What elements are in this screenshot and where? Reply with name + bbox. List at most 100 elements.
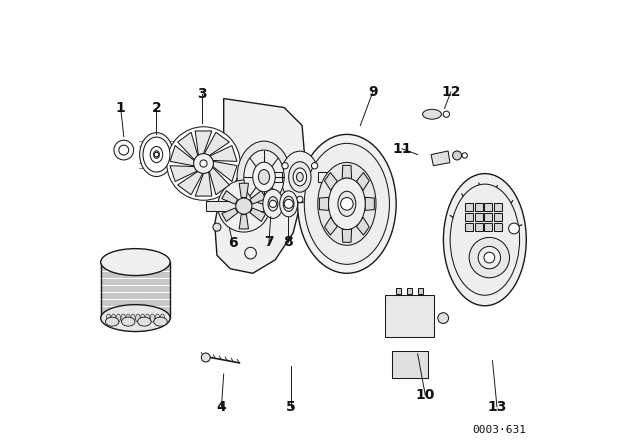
Text: 8: 8	[283, 235, 292, 249]
Polygon shape	[178, 172, 203, 195]
Polygon shape	[319, 197, 329, 211]
Circle shape	[484, 252, 495, 263]
Ellipse shape	[160, 314, 164, 322]
Polygon shape	[356, 217, 369, 235]
Ellipse shape	[154, 151, 159, 158]
Ellipse shape	[136, 314, 140, 322]
Circle shape	[236, 198, 252, 214]
Bar	[418, 288, 424, 294]
Text: 4: 4	[216, 400, 227, 414]
Ellipse shape	[268, 197, 278, 211]
Text: 3: 3	[197, 87, 207, 101]
Ellipse shape	[259, 169, 269, 185]
Polygon shape	[324, 217, 337, 235]
Ellipse shape	[121, 314, 125, 322]
Polygon shape	[250, 191, 266, 204]
Circle shape	[509, 223, 520, 234]
Ellipse shape	[289, 162, 311, 192]
Circle shape	[282, 163, 288, 169]
Circle shape	[200, 160, 207, 167]
Ellipse shape	[444, 173, 526, 306]
Ellipse shape	[155, 314, 159, 322]
Polygon shape	[195, 172, 212, 196]
Polygon shape	[214, 99, 307, 273]
Bar	[494, 213, 502, 221]
Polygon shape	[239, 183, 248, 198]
Polygon shape	[170, 146, 194, 166]
Bar	[392, 351, 428, 378]
Text: 12: 12	[441, 85, 461, 99]
Ellipse shape	[296, 172, 303, 181]
Ellipse shape	[116, 314, 120, 322]
Ellipse shape	[140, 133, 173, 177]
Text: 9: 9	[368, 85, 378, 99]
Text: 11: 11	[392, 142, 412, 156]
Ellipse shape	[122, 317, 135, 326]
Circle shape	[469, 237, 509, 278]
Polygon shape	[356, 172, 369, 190]
Polygon shape	[210, 146, 237, 161]
Circle shape	[201, 353, 210, 362]
Ellipse shape	[150, 146, 163, 163]
FancyBboxPatch shape	[385, 295, 434, 337]
Ellipse shape	[138, 317, 151, 326]
Circle shape	[119, 145, 129, 155]
Ellipse shape	[280, 191, 298, 217]
Circle shape	[284, 199, 293, 208]
Ellipse shape	[145, 314, 150, 322]
Bar	[474, 223, 483, 231]
Ellipse shape	[263, 189, 283, 218]
Circle shape	[312, 163, 317, 169]
Ellipse shape	[106, 314, 111, 322]
Bar	[465, 213, 473, 221]
Ellipse shape	[305, 143, 389, 264]
Polygon shape	[221, 208, 237, 221]
Polygon shape	[204, 132, 229, 155]
Circle shape	[244, 247, 257, 259]
Polygon shape	[431, 151, 450, 166]
Text: 1: 1	[116, 100, 125, 115]
Circle shape	[154, 152, 159, 157]
Text: 5: 5	[286, 400, 296, 414]
Bar	[484, 213, 493, 221]
Circle shape	[438, 313, 449, 323]
Ellipse shape	[328, 178, 365, 229]
Ellipse shape	[284, 196, 294, 211]
Ellipse shape	[450, 184, 520, 295]
Ellipse shape	[111, 314, 116, 322]
Ellipse shape	[143, 137, 170, 172]
Polygon shape	[250, 208, 266, 221]
Ellipse shape	[244, 150, 284, 204]
Ellipse shape	[298, 134, 396, 273]
Bar	[465, 203, 473, 211]
Ellipse shape	[154, 317, 167, 326]
Bar	[407, 288, 412, 294]
Circle shape	[218, 180, 270, 232]
Bar	[271, 172, 282, 182]
Bar	[317, 172, 328, 182]
Text: 7: 7	[264, 235, 274, 249]
Circle shape	[167, 127, 240, 200]
Circle shape	[269, 200, 276, 207]
Ellipse shape	[237, 141, 291, 213]
Circle shape	[452, 151, 461, 160]
Bar	[494, 203, 502, 211]
Bar	[465, 223, 473, 231]
Bar	[396, 288, 401, 294]
Polygon shape	[342, 165, 351, 178]
Circle shape	[340, 198, 353, 210]
Polygon shape	[365, 197, 374, 211]
Circle shape	[443, 111, 449, 117]
Ellipse shape	[100, 249, 170, 276]
Polygon shape	[239, 215, 248, 229]
Ellipse shape	[131, 314, 135, 322]
Ellipse shape	[293, 168, 307, 186]
Polygon shape	[170, 166, 197, 181]
Ellipse shape	[281, 151, 319, 202]
Circle shape	[478, 246, 500, 269]
Polygon shape	[213, 161, 237, 181]
Ellipse shape	[253, 162, 275, 192]
Circle shape	[114, 140, 134, 160]
Bar	[474, 213, 483, 221]
Ellipse shape	[141, 314, 145, 322]
